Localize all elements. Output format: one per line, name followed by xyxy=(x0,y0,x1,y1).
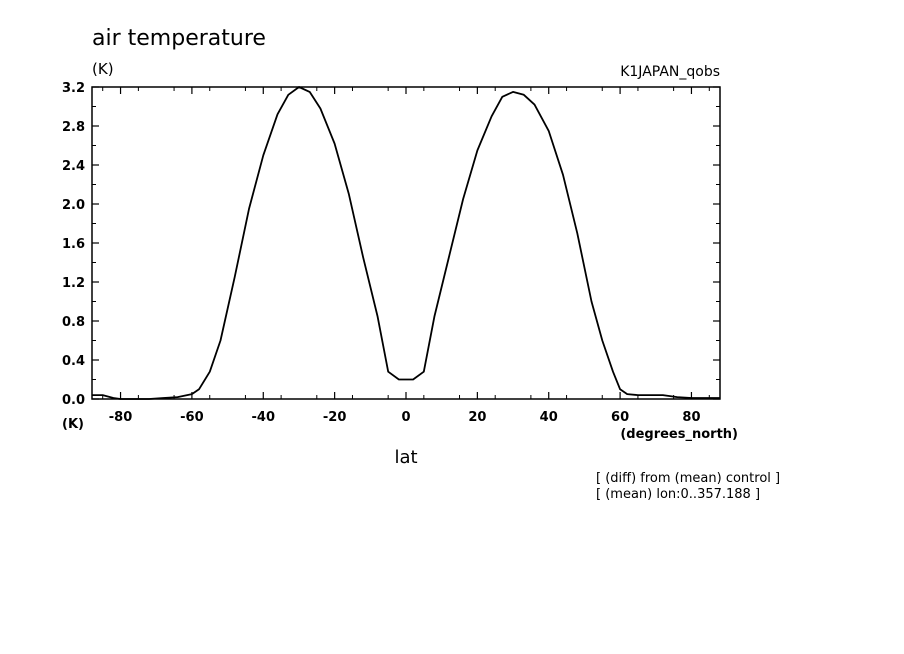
x-units-label: (degrees_north) xyxy=(620,427,738,442)
y-axis: 0.0 0.4 0.8 1.2 1.6 2.0 2.4 2.8 3.2 xyxy=(62,81,720,408)
units-label: (K) xyxy=(92,60,114,78)
y-tick-label: 2.4 xyxy=(62,159,85,174)
y-tick-label: 0.4 xyxy=(62,354,85,369)
x-axis: -80 -60 -40 -20 0 20 40 60 80 xyxy=(102,87,710,425)
x-tick-label: -40 xyxy=(252,410,276,425)
x-tick-label: -80 xyxy=(109,410,133,425)
x-tick-label: 0 xyxy=(401,410,410,425)
y-tick-label: 0.0 xyxy=(62,393,85,408)
note-line-2: [ (mean) lon:0..357.188 ] xyxy=(596,487,760,502)
plot-frame xyxy=(91,86,721,400)
y-tick-label: 1.2 xyxy=(62,276,85,291)
y-tick-label: 0.8 xyxy=(62,315,85,330)
series-layer xyxy=(92,86,720,400)
x-tick-label: 40 xyxy=(540,410,558,425)
y-tick-label: 2.0 xyxy=(62,198,85,213)
x-tick-label: 60 xyxy=(611,410,629,425)
y-tick-label: 3.2 xyxy=(62,81,85,96)
chart-title: air temperature xyxy=(92,26,266,51)
x-tick-label: -20 xyxy=(323,410,347,425)
x-tick-label: 80 xyxy=(682,410,700,425)
y-tick-label: 2.8 xyxy=(62,120,85,135)
x-axis-label: lat xyxy=(394,447,417,468)
series-line xyxy=(92,86,720,400)
y-tick-label: 1.6 xyxy=(62,237,85,252)
y-units-bottom: (K) xyxy=(62,417,84,432)
note-line-1: [ (diff) from (mean) control ] xyxy=(596,471,780,486)
x-tick-label: 20 xyxy=(468,410,486,425)
source-label: K1JAPAN_qobs xyxy=(620,64,720,80)
x-tick-label: -60 xyxy=(180,410,204,425)
